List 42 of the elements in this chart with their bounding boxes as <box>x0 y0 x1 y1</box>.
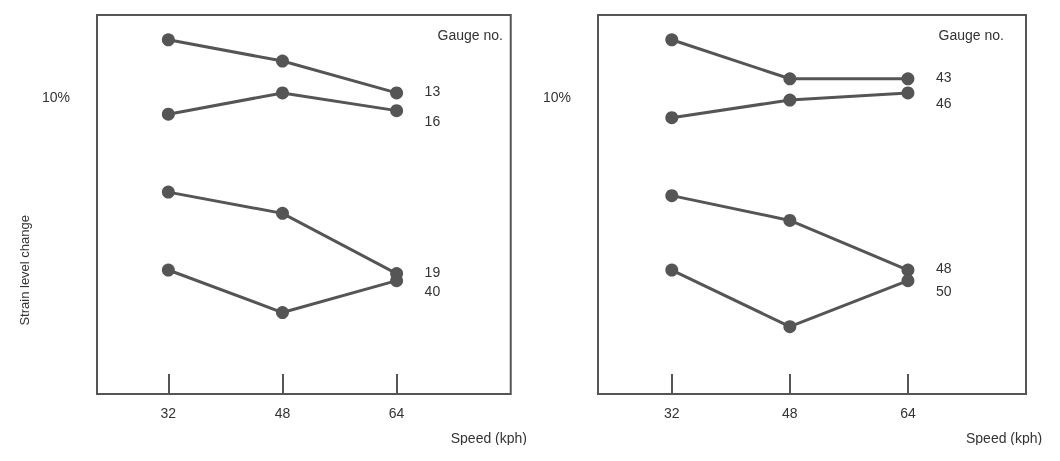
point <box>783 213 797 227</box>
text: 10% <box>42 89 71 105</box>
point <box>161 185 175 199</box>
legend-title: Gauge no. <box>938 27 1004 43</box>
point <box>161 107 175 121</box>
series-label: 48 <box>935 260 952 277</box>
point <box>783 72 797 86</box>
point <box>390 86 404 100</box>
series-label: 13 <box>424 82 441 99</box>
series-label: 50 <box>935 282 952 299</box>
series-label: 43 <box>935 68 952 85</box>
point <box>665 111 679 125</box>
x-tick-label: 48 <box>274 405 291 421</box>
series-label: 46 <box>935 94 952 111</box>
series-label: 19 <box>424 263 441 280</box>
x-tick-label: 64 <box>388 405 405 421</box>
point <box>161 263 175 277</box>
point <box>665 33 679 47</box>
series-label: 40 <box>424 282 441 299</box>
point <box>901 274 915 288</box>
text: 10% <box>543 89 572 105</box>
point <box>783 93 797 107</box>
point <box>275 54 289 68</box>
x-tick-label: 32 <box>664 405 680 421</box>
point <box>390 104 404 118</box>
x-axis-title: Speed (kph) <box>966 430 1043 446</box>
point <box>275 86 289 100</box>
x-tick-label: 48 <box>782 405 798 421</box>
x-axis-title: Speed (kph) <box>450 430 528 446</box>
point <box>665 263 679 277</box>
point <box>783 320 797 334</box>
point <box>665 189 679 203</box>
point <box>275 206 289 220</box>
y-axis-title: Strain level change <box>17 214 32 326</box>
x-tick-label: 64 <box>900 405 916 421</box>
legend-title: Gauge no. <box>437 27 503 43</box>
point <box>161 33 175 47</box>
series-label: 16 <box>424 112 441 129</box>
x-tick-label: 32 <box>160 405 177 421</box>
point <box>901 86 915 100</box>
point <box>275 306 289 320</box>
point <box>901 72 915 86</box>
